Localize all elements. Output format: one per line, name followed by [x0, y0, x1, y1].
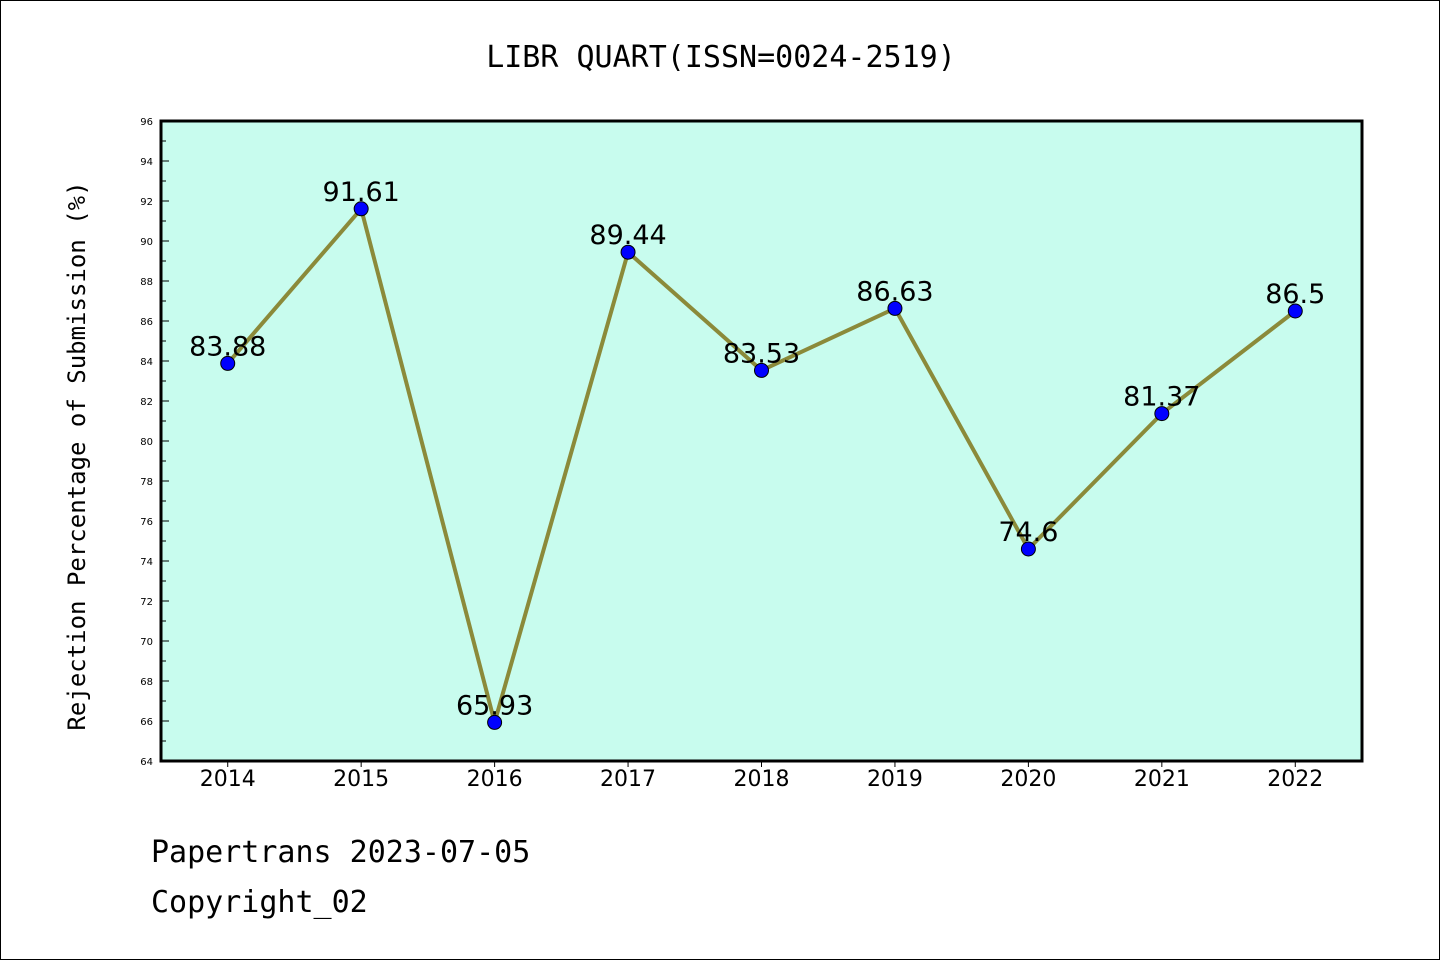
chart-title: LIBR QUART(ISSN=0024-2519)	[486, 40, 956, 75]
data-points	[220, 201, 1303, 730]
y-tick-label: 70	[140, 637, 153, 648]
y-axis-label: Rejection Percentage of Submission (%)	[63, 181, 91, 730]
data-label: 86.63	[856, 276, 933, 307]
data-label: 81.37	[1123, 382, 1200, 413]
data-point	[353, 201, 369, 217]
data-label: 91.61	[323, 177, 400, 208]
y-tick-label: 64	[140, 757, 153, 768]
data-point	[220, 355, 236, 371]
x-tick-label: 2017	[600, 767, 656, 792]
data-label: 65.93	[456, 690, 533, 721]
data-point	[754, 362, 769, 378]
y-tick-label: 92	[140, 197, 153, 208]
x-tick-label: 2014	[200, 767, 256, 792]
y-tick-label: 82	[140, 397, 153, 408]
y-tick-label: 66	[140, 717, 153, 728]
x-tick-label: 2021	[1134, 767, 1190, 792]
data-point	[1287, 303, 1303, 319]
data-labels: 83.88 91.61 65.93 89.44 83.53 86.63 74.6 81.37 8…	[189, 177, 1325, 722]
data-label: 83.53	[723, 338, 800, 369]
x-tick-label: 2018	[734, 767, 790, 792]
data-point	[1154, 406, 1170, 422]
y-tick-label: 68	[140, 677, 153, 688]
data-label: 74.6	[998, 517, 1058, 548]
x-tick-label: 2020	[1000, 767, 1056, 792]
x-tick-label: 2015	[333, 767, 389, 792]
x-tick-label: 2022	[1267, 767, 1323, 792]
y-tick-label: 88	[140, 277, 153, 288]
y-tick-label: 74	[140, 557, 153, 568]
data-point	[1020, 541, 1036, 557]
y-tick-label: 80	[140, 437, 153, 448]
plot-frame	[159, 119, 1364, 763]
plot-area	[161, 121, 1362, 761]
y-axis-ticks: 64 66 68 70 72 74 76 78 80 82 84 86 88 90 92 94 96	[140, 117, 169, 768]
y-tick-label: 96	[140, 117, 153, 128]
y-tick-label: 76	[140, 517, 153, 528]
y-tick-label: 86	[140, 317, 153, 328]
data-point	[487, 714, 503, 730]
y-tick-label: 94	[140, 157, 153, 168]
footer-copyright-text: Copyright_02	[151, 885, 368, 920]
footer-date-text: Papertrans 2023-07-05	[151, 835, 531, 870]
y-tick-label: 90	[140, 237, 153, 248]
data-point	[620, 244, 636, 260]
data-point	[887, 300, 903, 316]
y-tick-label: 84	[140, 357, 153, 368]
x-axis-ticks: 2014 2015 2016 2017 2018 2019 2020 2021 2022	[200, 761, 1323, 792]
y-tick-label: 78	[140, 477, 153, 488]
data-label: 83.88	[189, 331, 266, 362]
y-tick-label: 72	[140, 597, 153, 608]
x-tick-label: 2019	[867, 767, 923, 792]
data-label: 89.44	[589, 220, 666, 251]
data-label: 86.5	[1265, 279, 1325, 310]
x-tick-label: 2016	[467, 767, 523, 792]
